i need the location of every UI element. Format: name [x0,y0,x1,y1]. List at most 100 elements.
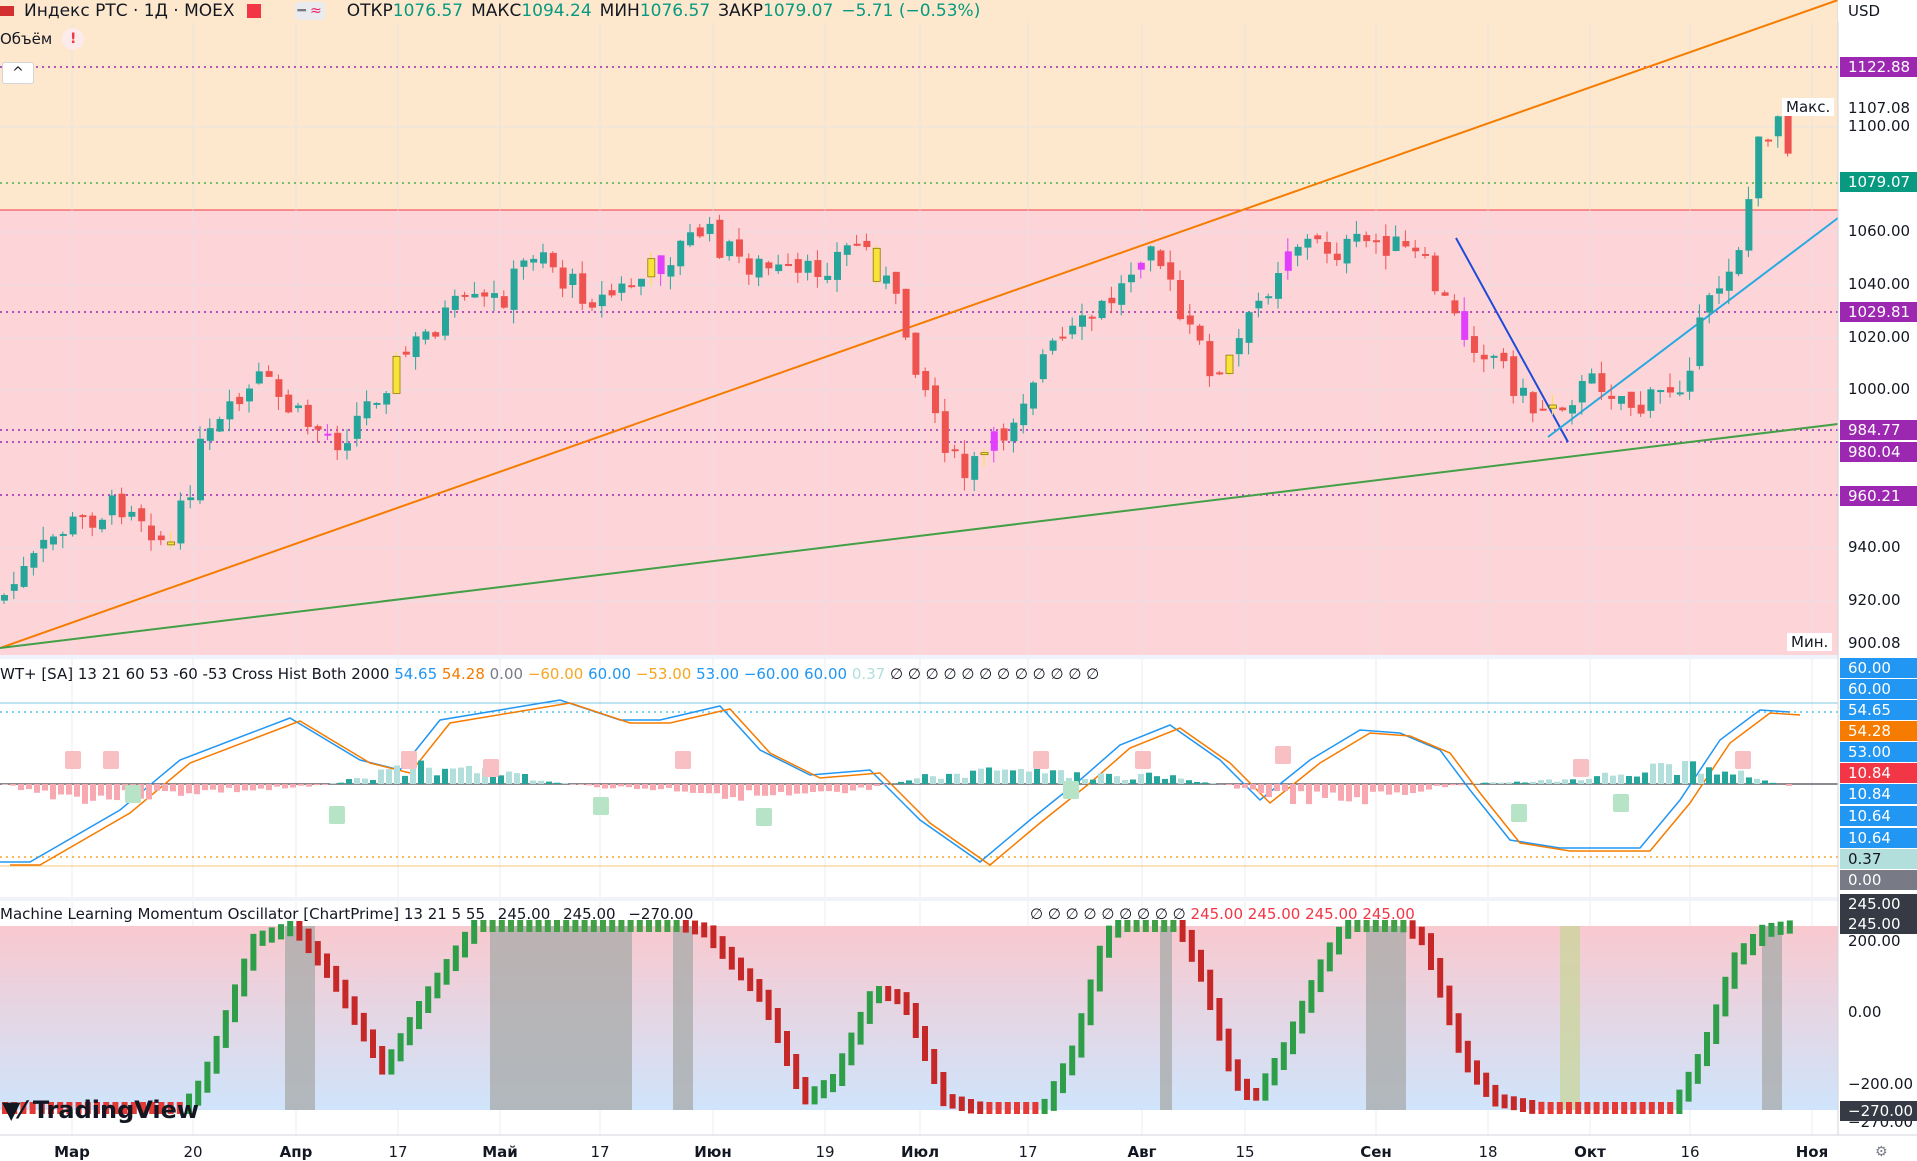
candle-body-80 [785,264,792,266]
candle-body-24 [236,397,243,404]
wt-hist-bar-82 [658,784,664,789]
settings-icon[interactable]: ⚙ [1875,1144,1888,1160]
wt-hist-bar-135 [1082,779,1088,784]
time-label-11: 15 [1235,1143,1254,1161]
ml-bar-164 [1511,1096,1517,1110]
wt-tag-10: 0.00 [1840,870,1917,890]
candle-body-21 [207,428,214,441]
wt-hist-bar-153 [1226,784,1232,785]
candle-body-150 [1471,336,1478,353]
open-label: ОТКР [347,1,393,21]
symbol-title[interactable]: Индекс РТС · 1Д · MOEX [24,1,235,21]
wt-hist-bar-120 [962,778,968,784]
wt-hist-bar-187 [1498,783,1504,784]
ml-bar-177 [1630,1102,1636,1114]
wt-hist-bar-117 [938,779,944,784]
time-label-14: Окт [1574,1143,1606,1161]
candle-body-70 [687,232,694,245]
ml-bar-179 [1649,1102,1655,1114]
candle-body-126 [1236,338,1243,354]
collapse-button[interactable]: ^ [2,62,34,84]
wt-title: WT+ [SA] 13 21 60 53 -60 -53 Cross Hist … [0,665,389,683]
wt-hist-bar-180 [1442,784,1448,787]
ml-bar-99 [913,1003,919,1038]
ml-bar-140 [1290,1022,1296,1055]
currency-selector[interactable]: USD [1838,0,1917,22]
candle-body-36 [354,416,361,439]
bookmark-icon[interactable] [247,4,261,18]
time-label-12: Сен [1360,1143,1392,1161]
indicator-toggle[interactable]: ━≈ [295,2,325,20]
ml-bar-194 [1787,920,1793,933]
candle-body-174 [1706,295,1713,312]
candle-body-95 [932,385,939,413]
ml-bar-78 [720,936,726,959]
wt-hist-bar-205 [1642,773,1648,784]
candle-body-64 [628,285,635,287]
candle-body-146 [1432,256,1439,292]
ml-bar-31 [287,921,293,936]
wt-hist-bar-142 [1138,774,1144,784]
ml-bar-51 [471,920,477,944]
wt-hist-bar-67 [538,781,544,784]
candle-body-168 [1647,389,1654,410]
candle-body-55 [540,252,547,263]
wt-hist-bar-29 [234,784,240,792]
candle-body-66 [648,259,655,277]
warning-icon[interactable]: ! [62,28,84,50]
wt-hist-bar-19 [154,784,160,791]
wt-hist-bar-38 [306,784,312,787]
tradingview-logo[interactable]: ▼⁄ TradingView [2,1096,199,1124]
ml-bar-144 [1327,942,1333,971]
ml-bar-168 [1548,1102,1554,1114]
ml-bar-77 [710,925,716,948]
candle-body-19 [187,497,194,500]
ml-bar-34 [315,941,321,965]
wave-icon[interactable]: ≈ [310,3,322,19]
candle-body-53 [520,260,527,266]
minus-icon[interactable]: ━ [298,3,306,19]
candle-body-98 [961,454,968,478]
wt-hist-bar-124 [994,771,1000,784]
candle-body-10 [99,520,106,529]
candle-body-164 [1608,396,1615,399]
ml-bar-35 [324,953,330,977]
time-label-15: 16 [1680,1143,1699,1161]
candle-body-41 [403,352,410,355]
wt-hist-bar-202 [1618,775,1624,784]
candle-body-147 [1442,292,1449,295]
wt-hist-bar-185 [1482,783,1488,784]
ml-bar-24 [223,1010,229,1048]
wt-hist-bar-195 [1562,779,1568,784]
candle-body-97 [952,449,959,451]
ml-bar-172 [1584,1102,1590,1114]
wt-hist-bar-201 [1610,776,1616,784]
r-badge-5 [1033,751,1049,769]
wt-hist-bar-43 [346,779,352,784]
ml-bar-158 [1456,1013,1462,1053]
ml-bar-155 [1428,933,1434,970]
wt-hist-bar-97 [778,784,784,792]
wt-hist-bar-96 [770,784,776,795]
volume-legend[interactable]: Объём ! [0,28,84,50]
price-tag-2: 1079.07 [1840,172,1917,192]
price-tag-3: 1029.81 [1840,302,1917,322]
wt-hist-bar-108 [866,784,872,790]
ml-bar-90 [830,1074,836,1092]
ml-legend[interactable]: Machine Learning Momentum Oscillator [Ch… [0,905,693,923]
ml-bar-154 [1419,927,1425,945]
wt-hist-bar-171 [1370,784,1376,792]
ml-tick-0: 200.00 [1848,932,1901,950]
wt-hist-bar-72 [578,784,584,785]
price-tag-0: 1122.88 [1840,57,1917,77]
candle-body-158 [1549,405,1556,408]
tv-icon: ▼⁄ [2,1096,33,1124]
wt-legend[interactable]: WT+ [SA] 13 21 60 53 -60 -53 Cross Hist … [0,665,1099,683]
candle-body-159 [1559,408,1566,411]
ml-bar-85 [784,1031,790,1066]
candle-body-123 [1206,341,1213,376]
ml-bar-183 [1686,1072,1692,1102]
candle-body-178 [1745,199,1752,250]
candle-body-27 [266,371,273,377]
